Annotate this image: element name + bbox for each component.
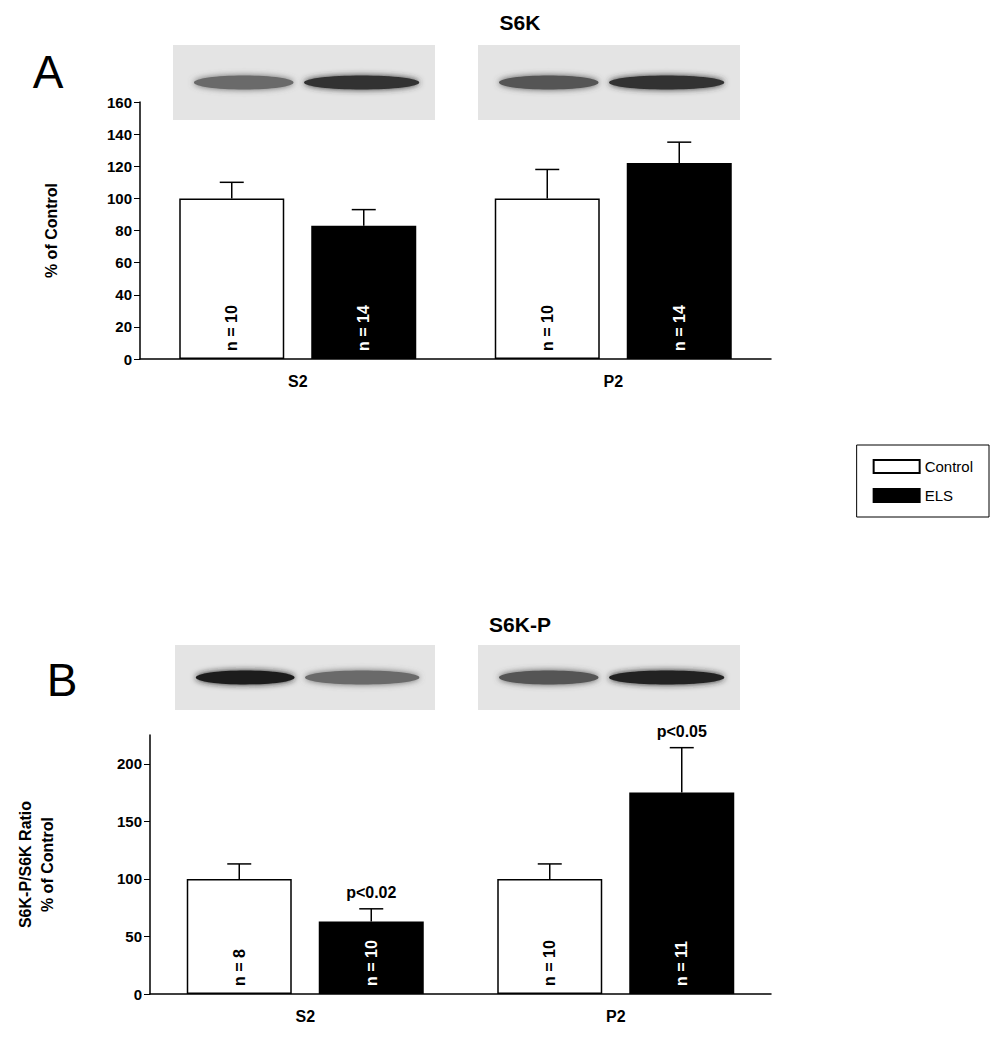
svg-text:140: 140 [107, 126, 132, 143]
svg-text:B: B [47, 654, 78, 706]
svg-text:40: 40 [115, 286, 132, 303]
svg-text:160: 160 [107, 94, 132, 111]
svg-text:n = 10: n = 10 [363, 940, 380, 986]
svg-text:S6K-P/S6K Ratio: S6K-P/S6K Ratio [17, 801, 34, 928]
svg-text:100: 100 [107, 190, 132, 207]
svg-text:n = 10: n = 10 [539, 305, 556, 351]
svg-text:120: 120 [107, 158, 132, 175]
svg-text:S2: S2 [288, 373, 308, 390]
svg-text:n = 14: n = 14 [671, 305, 688, 351]
svg-text:p<0.02: p<0.02 [346, 884, 396, 901]
svg-text:n = 8: n = 8 [231, 949, 248, 986]
svg-text:n = 14: n = 14 [355, 305, 372, 351]
svg-text:Control: Control [925, 458, 973, 475]
svg-text:ELS: ELS [925, 487, 953, 504]
svg-text:0: 0 [134, 986, 142, 1003]
svg-text:% of Control: % of Control [43, 183, 60, 278]
svg-text:200: 200 [117, 755, 142, 772]
svg-text:P2: P2 [606, 1008, 626, 1025]
svg-text:S2: S2 [295, 1008, 315, 1025]
svg-text:n = 10: n = 10 [223, 305, 240, 351]
svg-text:n = 10: n = 10 [541, 940, 558, 986]
svg-text:S6K: S6K [500, 11, 541, 34]
svg-text:% of Control: % of Control [39, 817, 56, 912]
svg-text:A: A [33, 46, 64, 98]
svg-text:S6K-P: S6K-P [489, 613, 551, 636]
svg-text:p<0.05: p<0.05 [657, 723, 707, 740]
svg-text:50: 50 [125, 928, 142, 945]
svg-text:100: 100 [117, 870, 142, 887]
svg-text:n = 11: n = 11 [673, 941, 690, 986]
svg-text:80: 80 [115, 222, 132, 239]
svg-text:P2: P2 [603, 373, 623, 390]
svg-text:20: 20 [115, 318, 132, 335]
svg-text:60: 60 [115, 254, 132, 271]
svg-text:0: 0 [124, 351, 132, 368]
svg-text:150: 150 [117, 813, 142, 830]
